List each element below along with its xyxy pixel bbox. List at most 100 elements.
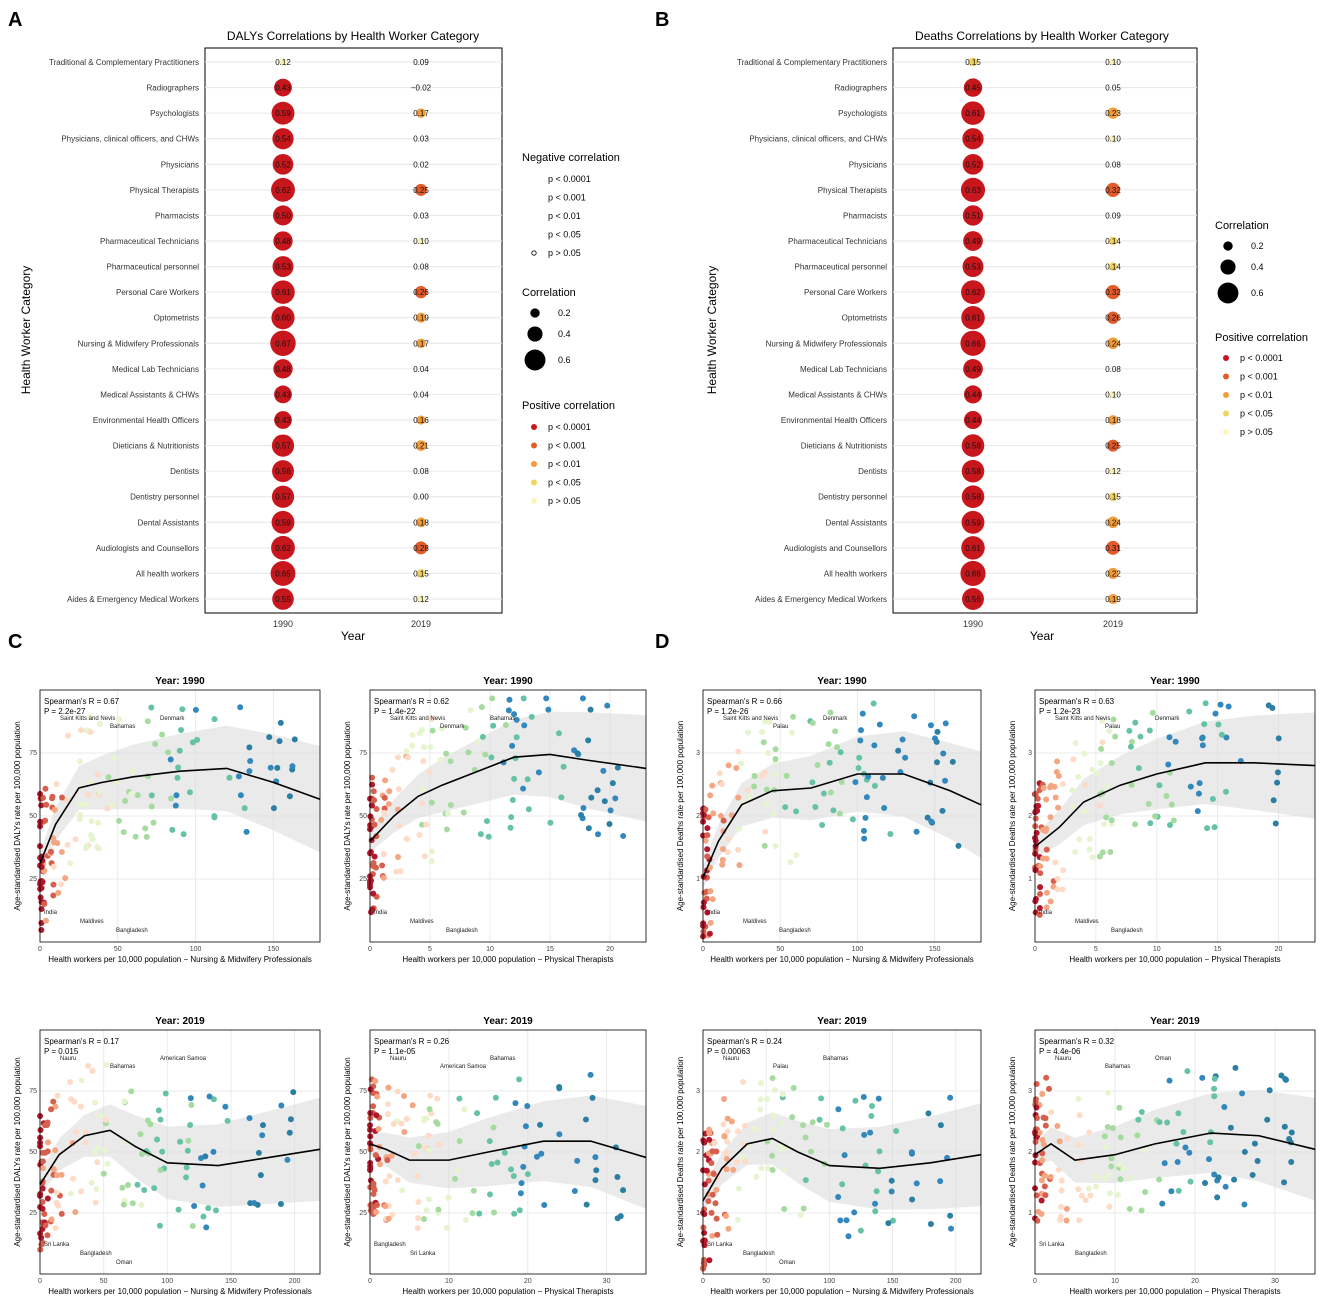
confidence-band [1035,712,1315,858]
scatter-point [371,797,378,804]
scatter-point [67,860,74,867]
correlation-value-label: 0.15 [1105,493,1121,502]
scatter-point [210,1096,217,1103]
scatter-point [1037,863,1044,870]
scatter-point [203,1224,210,1231]
country-label: Denmark [1155,716,1180,722]
scatter-point [1142,1188,1149,1195]
correlation-bubble [963,359,983,379]
scatter-point [547,819,554,826]
scatter-point [1036,904,1043,911]
scatter-point [96,788,103,795]
spearman-stat: Spearman's R = 0.32 [1039,1037,1115,1046]
scatter-point [1072,849,1079,856]
scatter-point [1060,867,1067,874]
scatter-point [39,1185,46,1192]
x-tick-label: 0 [701,1278,705,1285]
country-label: Maldives [80,919,104,925]
scatter-point [1165,761,1172,768]
correlation-bubble [968,57,978,67]
scatter-point [1108,760,1115,767]
country-label: India [374,910,388,916]
scatter-point [1120,1165,1127,1172]
scatter-point [456,1095,463,1102]
legend-color-key [531,424,537,430]
correlation-value-label: 0.49 [965,237,981,246]
panel-a-year-tick-1990: 1990 [273,619,293,629]
scatter-point [375,1126,382,1133]
scatter-point [1106,1203,1113,1210]
scatter-point [421,1117,428,1124]
correlation-bubble [961,510,985,534]
legend-size-key [524,349,546,371]
scatter-point [58,794,65,801]
smooth-trend-line [702,1137,982,1202]
legend-pvalue-label: p < 0.05 [548,230,581,240]
scatter-point [1186,708,1193,715]
scatter-point [420,758,427,765]
scatter-point [827,709,834,716]
scatter-point [165,749,172,756]
y-tick-label: 1 [696,1210,700,1217]
correlation-value-label: 0.63 [965,186,981,195]
correlation-bubble [415,183,427,196]
scatter-point [876,721,883,728]
scatter-point [751,773,758,780]
scatter-point [863,794,870,801]
scatter-point [763,800,770,807]
scatter-point [934,728,941,735]
scatter-point [927,1221,934,1228]
scatter-point [55,1202,62,1209]
scatter-point [765,750,772,757]
scatter-point [1108,817,1115,824]
scatter-point [1211,1093,1218,1100]
scatter-point [733,1159,740,1166]
scatter-point [119,1184,126,1191]
country-label: Denmark [440,724,465,730]
scatter-point [521,722,528,729]
scatter-point [712,1200,719,1207]
scatter-point [54,1092,61,1099]
scatter-point [77,801,84,808]
scatter-point [1034,807,1041,814]
correlation-value-label: 0.18 [413,518,429,527]
scatter-point [758,1165,765,1172]
correlation-value-label: 0.03 [413,211,429,220]
scatter-point [157,1116,164,1123]
scatter-point [506,696,513,703]
scatter-point [104,1160,111,1167]
scatter-point [708,1160,715,1167]
scatter-point [433,1119,440,1126]
scatter-point [173,792,180,799]
scatter-subplot: Year: 1990 0 50 100 150 1 2 3 Spearman's R = 0.6… [676,676,982,964]
x-tick-label: 50 [100,1278,108,1285]
scatter-point [428,848,435,855]
scatter-point [779,1091,786,1098]
correlation-value-label: 0.61 [965,109,981,118]
scatter-point [1182,1144,1189,1151]
scatter-point [419,821,426,828]
scatter-point [942,720,949,727]
scatter-point [1096,802,1103,809]
legend-color-key [531,442,537,449]
scatter-point [889,1217,896,1224]
scatter-point [797,1211,804,1218]
correlation-value-label: 0.18 [1105,416,1121,425]
correlation-bubble [274,411,292,429]
correlation-value-label: 0.08 [1105,160,1121,169]
scatter-point [1156,1119,1163,1126]
scatter-point [719,856,726,863]
scatter-point [757,1096,764,1103]
scatter-point [516,1207,523,1214]
scatter-point [787,859,794,866]
category-label: Audiologists and Counsellors [784,544,887,553]
scatter-point [235,773,242,780]
spearman-stat: P = 0.00063 [707,1047,751,1056]
scatter-point [721,1132,728,1139]
scatter-point [725,762,732,769]
category-label: Physicians, clinical officers, and CHWs [61,135,199,144]
country-label: Denmark [160,716,185,722]
scatter-point [1076,1112,1083,1119]
scatter-point [1175,1187,1182,1194]
